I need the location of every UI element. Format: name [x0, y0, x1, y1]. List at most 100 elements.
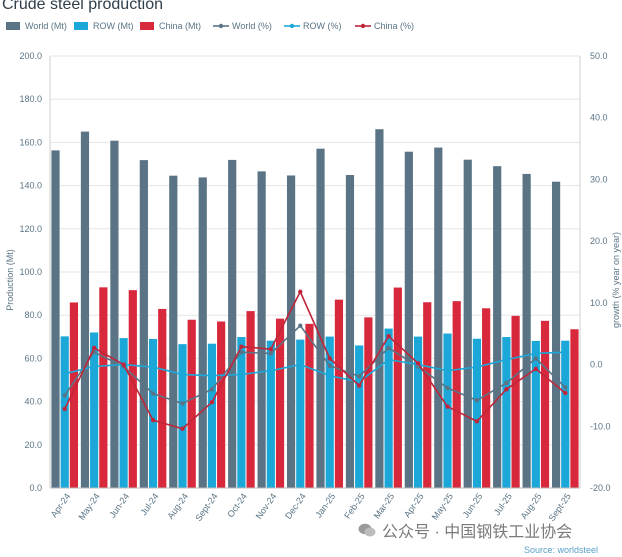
- point-world: [268, 351, 274, 356]
- legend-marker: [218, 23, 224, 29]
- bar-china-mt: [246, 311, 255, 488]
- bar-china-mt: [540, 320, 550, 488]
- point-world: [239, 350, 244, 355]
- point-row: [327, 373, 332, 378]
- bar-china-mt: [570, 329, 579, 488]
- bar-china-mt: [364, 317, 373, 488]
- bars: [51, 129, 579, 489]
- y-tick-label: 140.0: [19, 181, 42, 191]
- bar-row-mt: [384, 328, 393, 488]
- point-row: [298, 362, 303, 367]
- point-china: [356, 383, 362, 388]
- x-tick-label: Jun-24: [107, 491, 131, 519]
- y2-tick-label: 20.0: [590, 236, 608, 246]
- bar-world-mt: [404, 151, 413, 489]
- y2-tick-label: 10.0: [590, 298, 608, 308]
- point-row: [445, 368, 450, 373]
- bar-row-mt: [443, 333, 452, 488]
- legend-swatch: [74, 22, 88, 30]
- point-row: [150, 364, 156, 370]
- chart-title: Crude steel production: [2, 0, 163, 13]
- x-tick-label: Jan-25: [313, 491, 337, 519]
- bar-china-mt: [128, 290, 137, 488]
- y2-tick-label: 50.0: [590, 51, 608, 61]
- point-china: [209, 400, 215, 405]
- legend-marker: [289, 23, 295, 29]
- x-tick-label: Feb-25: [342, 491, 367, 520]
- line-row: [64, 351, 566, 383]
- point-row: [533, 351, 539, 356]
- x-tick-label: Jul-25: [492, 491, 514, 517]
- point-row: [386, 357, 391, 362]
- bar-world-mt: [493, 166, 502, 488]
- x-tick-label: Sept-24: [193, 491, 219, 523]
- line-china: [64, 290, 566, 430]
- x-tick-label: Oct-24: [225, 491, 249, 519]
- point-row: [91, 364, 97, 369]
- bar-world-mt: [228, 159, 237, 488]
- y-tick-label: 200.0: [19, 51, 42, 61]
- y2-axis-label: growth (% year on year): [611, 232, 621, 328]
- y-tick-label: 80.0: [24, 310, 42, 320]
- bar-china-mt: [158, 308, 167, 488]
- bar-world-mt: [316, 148, 325, 488]
- legend-swatch: [140, 22, 154, 30]
- bar-china-mt: [69, 302, 79, 488]
- point-china: [504, 387, 509, 392]
- point-world: [327, 363, 332, 369]
- bar-world-mt: [434, 147, 443, 489]
- bar-row-mt: [531, 340, 540, 488]
- x-tick-label: Mar-25: [372, 491, 397, 520]
- bar-row-mt: [472, 338, 482, 488]
- x-tick-label: Apr-24: [49, 491, 73, 519]
- bar-world-mt: [286, 175, 296, 488]
- x-tick-label: Nov-24: [254, 491, 279, 521]
- point-world: [386, 345, 391, 351]
- bar-world-mt: [463, 159, 472, 488]
- bar-china-mt: [423, 302, 432, 488]
- bar-world-mt: [522, 173, 531, 488]
- line-world: [64, 324, 566, 405]
- y-tick-label: 40.0: [24, 397, 42, 407]
- point-world: [533, 356, 539, 361]
- y-tick-label: 120.0: [19, 224, 42, 234]
- bar-china-mt: [217, 321, 226, 488]
- point-row: [209, 373, 215, 378]
- legend-label: World (Mt): [25, 21, 67, 31]
- point-world: [563, 385, 568, 390]
- bar-world-mt: [80, 131, 90, 488]
- point-china: [298, 289, 303, 294]
- wechat-icon: [358, 523, 376, 537]
- bar-world-mt: [551, 181, 561, 488]
- bar-china-mt: [482, 308, 491, 488]
- legend-label: ROW (%): [303, 21, 342, 31]
- legend-label: ROW (Mt): [93, 21, 134, 31]
- bar-world-mt: [198, 177, 207, 488]
- bar-row-mt: [90, 332, 99, 488]
- point-world: [62, 393, 67, 398]
- bar-row-mt: [266, 340, 275, 488]
- point-world: [298, 323, 303, 328]
- x-tick-label: Dec-24: [283, 491, 308, 521]
- y2-tick-label: 30.0: [590, 174, 608, 184]
- bar-china-mt: [452, 301, 461, 488]
- point-row: [180, 372, 185, 377]
- point-china: [474, 419, 480, 424]
- watermark: 公众号 · 中国钢铁工业协会: [358, 518, 572, 542]
- y-tick-label: 20.0: [24, 440, 42, 450]
- bar-china-mt: [187, 319, 196, 488]
- watermark-text: 公众号 · 中国钢铁工业协会: [382, 524, 573, 541]
- bar-china-mt: [334, 299, 344, 488]
- bar-world-mt: [139, 160, 148, 488]
- y-tick-label: 100.0: [19, 267, 42, 277]
- x-tick-label: Jun-25: [461, 491, 485, 519]
- x-tick-label: Apr-25: [402, 491, 426, 519]
- y2-tick-label: 0.0: [590, 360, 603, 370]
- legend-marker: [360, 23, 366, 29]
- point-china: [150, 417, 156, 423]
- bar-world-mt: [169, 175, 178, 488]
- point-world: [504, 380, 509, 386]
- point-world: [356, 374, 362, 379]
- legend: World (Mt) ROW (Mt) China (Mt) World (%) ROW…: [6, 21, 414, 31]
